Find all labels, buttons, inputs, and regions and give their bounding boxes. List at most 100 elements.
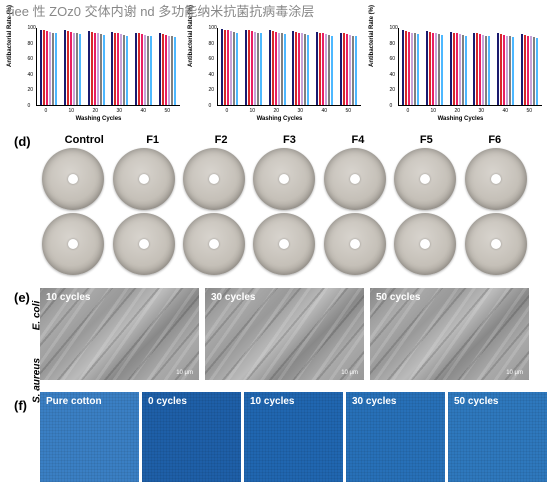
bar-group bbox=[269, 28, 286, 105]
sem-row: 10 cycles10 μm30 cycles10 μm50 cycles10 … bbox=[40, 288, 529, 380]
bar-group bbox=[340, 28, 357, 105]
bar bbox=[233, 32, 235, 105]
bar bbox=[316, 32, 318, 105]
bar-group bbox=[245, 28, 262, 105]
bar bbox=[103, 35, 105, 105]
bar bbox=[40, 30, 42, 105]
cotton-sample: 30 cycles bbox=[346, 392, 445, 482]
chart-xtick: 20 bbox=[93, 108, 99, 114]
chart-xtick: 50 bbox=[165, 108, 171, 114]
bar bbox=[340, 33, 342, 105]
petri-header: Control bbox=[50, 134, 118, 146]
bar bbox=[230, 31, 232, 105]
bar bbox=[126, 36, 128, 105]
chart-ytick: 0 bbox=[390, 103, 393, 109]
bar bbox=[162, 34, 164, 105]
bar bbox=[319, 33, 321, 105]
bar-group bbox=[135, 28, 152, 105]
sem-scale-bar: 10 μm bbox=[341, 370, 358, 376]
petri-row-saureus: S. aureus bbox=[40, 213, 529, 275]
chart-xtick: 20 bbox=[274, 108, 280, 114]
petri-dishes-ecoli bbox=[40, 148, 529, 210]
bar-group bbox=[292, 28, 309, 105]
petri-dish bbox=[42, 148, 104, 210]
figure-container: fiee 性 ZOz0 交体内谢 nd 多功能纳米抗菌抗病毒涂层 Antibac… bbox=[0, 0, 559, 500]
bar bbox=[488, 36, 490, 105]
bar-chart-2: Antibacterial Rate (%)Washing Cycles0204… bbox=[376, 24, 546, 124]
bar bbox=[49, 32, 51, 105]
chart-xtick: 0 bbox=[45, 108, 48, 114]
bar bbox=[165, 35, 167, 105]
bar-group bbox=[221, 28, 238, 105]
chart-ylabel: Antibacterial Rate (%) bbox=[369, 5, 375, 67]
cotton-label: 10 cycles bbox=[250, 396, 295, 407]
chart-ytick: 80 bbox=[390, 41, 396, 47]
cotton-sample: 10 cycles bbox=[244, 392, 343, 482]
chart-xtick: 10 bbox=[250, 108, 256, 114]
bar-group bbox=[426, 28, 443, 105]
bar bbox=[295, 32, 297, 105]
bar bbox=[141, 34, 143, 105]
bar bbox=[473, 33, 475, 105]
bar bbox=[117, 33, 119, 105]
bar bbox=[402, 30, 404, 105]
watermark-text: fiee 性 ZOz0 交体内谢 nd 多功能纳米抗菌抗病毒涂层 bbox=[8, 4, 314, 21]
bar bbox=[331, 36, 333, 105]
bar bbox=[245, 30, 247, 105]
chart-xtick: 30 bbox=[117, 108, 123, 114]
bar bbox=[150, 36, 152, 105]
bar bbox=[438, 34, 440, 105]
chart-xtick: 0 bbox=[226, 108, 229, 114]
petri-dish bbox=[183, 213, 245, 275]
bar bbox=[459, 34, 461, 105]
chart-xtick: 0 bbox=[407, 108, 410, 114]
chart-xtick: 40 bbox=[322, 108, 328, 114]
bar bbox=[144, 35, 146, 105]
bar bbox=[301, 33, 303, 105]
petri-dish bbox=[324, 213, 386, 275]
chart-ytick: 20 bbox=[28, 87, 34, 93]
petri-dish bbox=[394, 148, 456, 210]
chart-xlabel: Washing Cycles bbox=[438, 116, 484, 122]
petri-header: F1 bbox=[118, 134, 186, 146]
bar bbox=[76, 33, 78, 105]
petri-row-ecoli: E. coli bbox=[40, 148, 529, 210]
bar bbox=[64, 30, 66, 105]
cotton-row: Pure cotton0 cycles10 cycles30 cycles50 … bbox=[40, 392, 547, 482]
chart-ytick: 40 bbox=[390, 72, 396, 78]
petri-dish bbox=[113, 213, 175, 275]
petri-header: F3 bbox=[255, 134, 323, 146]
bar bbox=[408, 32, 410, 105]
bar bbox=[441, 35, 443, 105]
bar bbox=[521, 34, 523, 105]
bar bbox=[272, 31, 274, 105]
bar bbox=[476, 33, 478, 105]
chart-ytick: 0 bbox=[28, 103, 31, 109]
bar bbox=[91, 32, 93, 105]
bar-group bbox=[159, 28, 176, 105]
bar bbox=[325, 34, 327, 105]
bar bbox=[450, 32, 452, 105]
bar-group bbox=[40, 28, 57, 105]
bar bbox=[536, 38, 538, 105]
cotton-sample: Pure cotton bbox=[40, 392, 139, 482]
bar bbox=[346, 34, 348, 105]
chart-ytick: 40 bbox=[28, 72, 34, 78]
petri-dish bbox=[465, 213, 527, 275]
bar bbox=[352, 36, 354, 105]
cotton-label: 50 cycles bbox=[454, 396, 499, 407]
petri-dish bbox=[42, 213, 104, 275]
petri-header: F5 bbox=[392, 134, 460, 146]
chart-ytick: 20 bbox=[390, 87, 396, 93]
sem-scale-bar: 10 μm bbox=[176, 370, 193, 376]
bar bbox=[453, 33, 455, 105]
cotton-sample: 50 cycles bbox=[448, 392, 547, 482]
cotton-label: 30 cycles bbox=[352, 396, 397, 407]
bar bbox=[171, 36, 173, 105]
bar bbox=[506, 36, 508, 105]
sem-label: 10 cycles bbox=[46, 292, 91, 303]
bar bbox=[114, 33, 116, 105]
bar bbox=[432, 33, 434, 105]
sem-label: 50 cycles bbox=[376, 292, 421, 303]
bar bbox=[509, 36, 511, 105]
